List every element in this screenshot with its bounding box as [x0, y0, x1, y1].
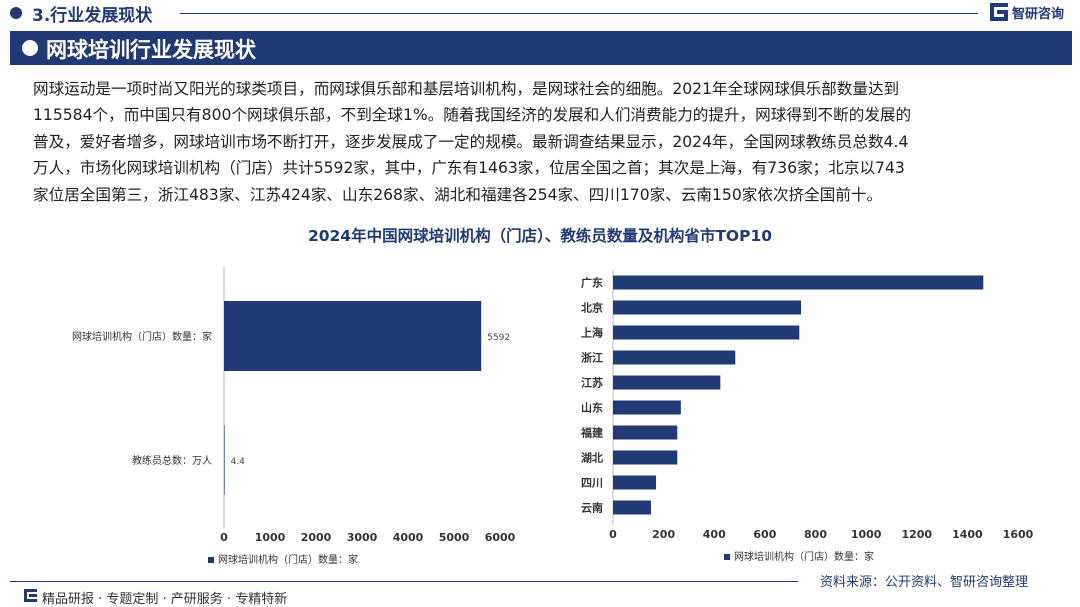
- bar: [613, 450, 678, 465]
- bar: [224, 301, 482, 371]
- section-bullet-icon: [10, 7, 22, 19]
- title-bullet-icon: [22, 40, 38, 56]
- bar: [613, 400, 681, 415]
- footer-divider: [10, 581, 798, 582]
- brand-logo: 智研咨询: [990, 2, 1064, 22]
- chart-totals: 网球培训机构（门店）数量：家 5592 教练员总数：万人 4.4 0 1000 2000 30…: [72, 267, 516, 566]
- x-tick-label: 5000: [439, 531, 470, 544]
- category-label: 江苏: [581, 376, 603, 390]
- body-paragraph: 网球运动是一项时尚又阳光的球类项目，而网球俱乐部和基层培训机构，是网球社会的细胞…: [33, 76, 1053, 208]
- x-tick-label: 1400: [952, 528, 983, 541]
- legend-label: 网球培训机构（门店）数量：家: [218, 553, 358, 566]
- category-label: 网球培训机构（门店）数量：家: [72, 330, 212, 343]
- brand-logo-icon: [990, 3, 1008, 21]
- data-label: 5592: [487, 333, 510, 343]
- bar: [613, 500, 651, 515]
- bar: [613, 275, 984, 290]
- category-label: 湖北: [581, 451, 603, 465]
- legend-swatch: [724, 554, 730, 560]
- x-tick-label: 1000: [851, 528, 882, 541]
- bar: [613, 425, 678, 440]
- x-tick-label: 0: [220, 531, 228, 544]
- category-label: 云南: [581, 501, 603, 515]
- top-header: 3.行业发展现状 智研咨询: [0, 0, 1080, 26]
- x-tick-label: 200: [652, 528, 675, 541]
- bar: [613, 350, 736, 365]
- x-tick-label: 1000: [255, 531, 286, 544]
- data-source: 资料来源：公开资料、智研咨询整理: [820, 575, 1029, 590]
- category-label: 福建: [580, 426, 604, 440]
- legend-label: 网球培训机构（门店）数量：家: [734, 550, 874, 563]
- category-label: 教练员总数：万人: [132, 454, 212, 467]
- body-line: 115584个，而中国只有800个网球俱乐部，不到全球1%。随着我国经济的发展和…: [33, 106, 912, 125]
- header-divider: [180, 13, 978, 14]
- category-label: 广东: [581, 276, 603, 290]
- category-label: 山东: [581, 401, 603, 415]
- x-tick-label: 1600: [1003, 528, 1034, 541]
- x-tick-label: 3000: [347, 531, 378, 544]
- x-tick-label: 0: [609, 528, 617, 541]
- legend-swatch: [208, 557, 214, 563]
- bar: [613, 325, 800, 340]
- bar: [613, 300, 802, 315]
- data-label: 4.4: [231, 457, 246, 467]
- category-label: 四川: [581, 477, 603, 490]
- x-tick-label: 1200: [901, 528, 932, 541]
- x-tick-label: 400: [703, 528, 726, 541]
- category-label: 浙江: [581, 351, 603, 365]
- footer-tagline: 精品研报 · 专题定制 · 产研服务 · 专精特新: [42, 592, 288, 607]
- chart-title: 2024年中国网球培训机构（门店）、教练员数量及机构省市TOP10: [307, 227, 773, 245]
- brand-small-icon: [24, 589, 37, 602]
- section-label: 3.行业发展现状: [32, 6, 153, 26]
- category-label: 北京: [581, 301, 603, 315]
- bar: [613, 375, 721, 390]
- x-tick-label: 6000: [485, 531, 516, 544]
- body-line: 万人，市场化网球培训机构（门店）共计5592家，其中，广东有1463家，位居全国…: [33, 159, 905, 178]
- bar: [613, 475, 657, 490]
- title-banner: 网球培训行业发展现状: [10, 31, 1072, 65]
- x-tick-label: 2000: [301, 531, 332, 544]
- x-tick-label: 600: [753, 528, 776, 541]
- bar: [224, 425, 225, 495]
- category-label: 上海: [581, 326, 603, 340]
- page-title: 网球培训行业发展现状: [46, 38, 256, 62]
- x-tick-label: 800: [804, 528, 827, 541]
- body-line: 网球运动是一项时尚又阳光的球类项目，而网球俱乐部和基层培训机构，是网球社会的细胞…: [33, 80, 900, 98]
- brand-name: 智研咨询: [1012, 6, 1065, 22]
- body-line: 家位居全国第三，浙江483家、江苏424家、山东268家、湖北和福建各254家、…: [33, 185, 883, 204]
- body-line: 普及，爱好者增多，网球培训市场不断打开，逐步发展成了一定的规模。最新调查结果显示…: [33, 132, 909, 151]
- x-tick-label: 4000: [393, 531, 424, 544]
